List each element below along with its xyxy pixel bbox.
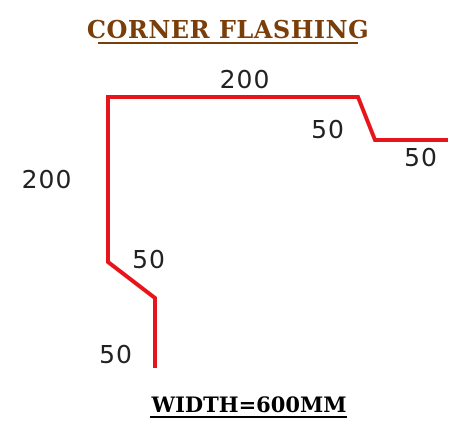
diagram-title: CORNER FLASHING bbox=[87, 15, 369, 44]
dimension-bottom-leg: 50 bbox=[99, 340, 133, 369]
dimension-lower-diagonal: 50 bbox=[132, 245, 166, 274]
dimension-right-drop: 50 bbox=[311, 115, 345, 144]
dimension-right-return: 50 bbox=[404, 143, 438, 172]
flashing-profile-line bbox=[106, 95, 448, 368]
dimension-left-vertical: 200 bbox=[22, 165, 73, 194]
width-note: WIDTH=600MM bbox=[150, 392, 346, 417]
dimension-top-segment: 200 bbox=[220, 65, 271, 94]
